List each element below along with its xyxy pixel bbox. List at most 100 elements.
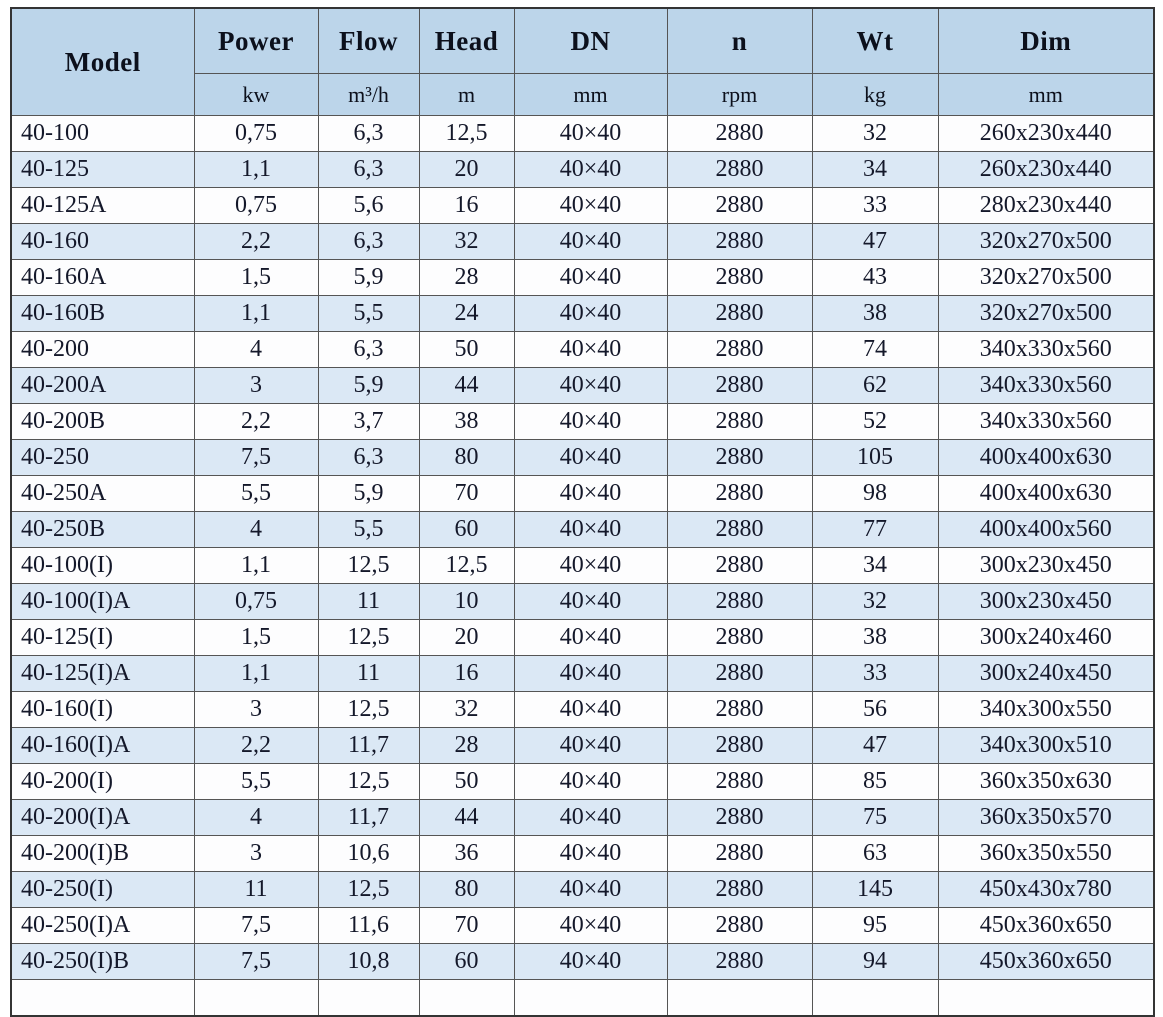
pump-spec-table: Model Power Flow Head DN n Wt Dim kw m³/h m mm rpm k…: [10, 7, 1155, 1017]
column-header-dim: Dim: [937, 7, 1155, 74]
column-unit-wt: kg: [811, 73, 939, 116]
model-cell: 40-200(I)A: [10, 799, 195, 836]
header-label-row: Model Power Flow Head DN n Wt Dim: [10, 7, 1155, 116]
cell-wt: 74: [811, 331, 939, 368]
column-header-power: Power: [193, 7, 319, 74]
cell-flow: 3,7: [317, 403, 420, 440]
model-cell: 40-200: [10, 331, 195, 368]
cell-n: 2880: [666, 295, 813, 332]
table-row: 40-250B 4 5,5 60 40×40 2880 77 400x400x560: [10, 511, 1155, 548]
cell-wt: 34: [811, 151, 939, 188]
table-row: 40-160(I)A 2,2 11,7 28 40×40 2880 47 340x300x51…: [10, 727, 1155, 764]
table-row: 40-125(I)A 1,1 11 16 40×40 2880 33 300x240x450: [10, 655, 1155, 692]
cell-wt: 95: [811, 907, 939, 944]
column-unit-head: m: [418, 73, 515, 116]
table-row: 40-160B 1,1 5,5 24 40×40 2880 38 320x270x500: [10, 295, 1155, 332]
cell-flow: 6,3: [317, 223, 420, 260]
cell-dim: 360x350x550: [937, 835, 1155, 872]
cell-power: 3: [193, 367, 319, 404]
cell-dn: 40×40: [513, 655, 668, 692]
cell-n: 2880: [666, 115, 813, 152]
model-cell: [10, 979, 195, 1017]
cell-flow: 11,6: [317, 907, 420, 944]
cell-dim: [937, 979, 1155, 1017]
cell-power: 4: [193, 511, 319, 548]
cell-power: 4: [193, 799, 319, 836]
cell-flow: 5,5: [317, 511, 420, 548]
model-cell: 40-100: [10, 115, 195, 152]
cell-n: 2880: [666, 943, 813, 980]
model-cell: 40-200A: [10, 367, 195, 404]
cell-dim: 340x330x560: [937, 403, 1155, 440]
model-cell: 40-125(I): [10, 619, 195, 656]
cell-wt: 63: [811, 835, 939, 872]
table-row-empty: [10, 979, 1155, 1017]
model-cell: 40-250(I)B: [10, 943, 195, 980]
table-row: 40-100(I)A 0,75 11 10 40×40 2880 32 300x230x450: [10, 583, 1155, 620]
column-unit-flow: m³/h: [317, 73, 420, 116]
column-header-flow: Flow: [317, 7, 420, 74]
cell-flow: 11,7: [317, 799, 420, 836]
model-cell: 40-160(I)A: [10, 727, 195, 764]
cell-head: 10: [418, 583, 515, 620]
cell-power: 7,5: [193, 943, 319, 980]
table-row: 40-250(I) 11 12,5 80 40×40 2880 145 450x430x780: [10, 871, 1155, 908]
table-row: 40-200A 3 5,9 44 40×40 2880 62 340x330x560: [10, 367, 1155, 404]
table-row: 40-125(I) 1,5 12,5 20 40×40 2880 38 300x240x460: [10, 619, 1155, 656]
cell-wt: 75: [811, 799, 939, 836]
cell-dn: 40×40: [513, 475, 668, 512]
table-body: 40-100 0,75 6,3 12,5 40×40 2880 32 260x230x440 4…: [10, 115, 1155, 1017]
model-cell: 40-160: [10, 223, 195, 260]
model-cell: 40-250(I): [10, 871, 195, 908]
cell-power: 1,5: [193, 259, 319, 296]
cell-power: 2,2: [193, 727, 319, 764]
cell-flow: 5,9: [317, 475, 420, 512]
cell-n: 2880: [666, 439, 813, 476]
table-row: 40-250(I)A 7,5 11,6 70 40×40 2880 95 450x360x65…: [10, 907, 1155, 944]
cell-n: 2880: [666, 475, 813, 512]
cell-head: 32: [418, 223, 515, 260]
cell-dn: 40×40: [513, 187, 668, 224]
cell-head: 80: [418, 871, 515, 908]
model-cell: 40-100(I)A: [10, 583, 195, 620]
cell-flow: 12,5: [317, 763, 420, 800]
cell-wt: 32: [811, 583, 939, 620]
cell-power: 2,2: [193, 223, 319, 260]
cell-power: 0,75: [193, 583, 319, 620]
cell-flow: 6,3: [317, 439, 420, 476]
cell-dim: 280x230x440: [937, 187, 1155, 224]
cell-flow: 5,9: [317, 259, 420, 296]
model-cell: 40-160B: [10, 295, 195, 332]
cell-dim: 300x230x450: [937, 547, 1155, 584]
cell-wt: 38: [811, 619, 939, 656]
cell-flow: 5,5: [317, 295, 420, 332]
cell-head: 16: [418, 655, 515, 692]
cell-flow: 10,8: [317, 943, 420, 980]
cell-wt: 56: [811, 691, 939, 728]
table-row: 40-200(I)B 3 10,6 36 40×40 2880 63 360x350x550: [10, 835, 1155, 872]
cell-dn: 40×40: [513, 547, 668, 584]
cell-wt: 105: [811, 439, 939, 476]
cell-n: 2880: [666, 583, 813, 620]
cell-power: 3: [193, 691, 319, 728]
cell-dn: 40×40: [513, 511, 668, 548]
cell-wt: 43: [811, 259, 939, 296]
model-cell: 40-160(I): [10, 691, 195, 728]
cell-head: 70: [418, 475, 515, 512]
column-unit-dn: mm: [513, 73, 668, 116]
cell-flow: 12,5: [317, 871, 420, 908]
cell-n: [666, 979, 813, 1017]
cell-n: 2880: [666, 871, 813, 908]
cell-wt: 62: [811, 367, 939, 404]
cell-power: 1,1: [193, 655, 319, 692]
table-row: 40-160(I) 3 12,5 32 40×40 2880 56 340x300x550: [10, 691, 1155, 728]
table-row: 40-100(I) 1,1 12,5 12,5 40×40 2880 34 300x230x4…: [10, 547, 1155, 584]
cell-flow: 11: [317, 655, 420, 692]
cell-dim: 340x330x560: [937, 331, 1155, 368]
cell-n: 2880: [666, 259, 813, 296]
cell-dn: 40×40: [513, 403, 668, 440]
cell-flow: 5,6: [317, 187, 420, 224]
cell-dn: 40×40: [513, 259, 668, 296]
cell-dim: 360x350x570: [937, 799, 1155, 836]
cell-n: 2880: [666, 799, 813, 836]
